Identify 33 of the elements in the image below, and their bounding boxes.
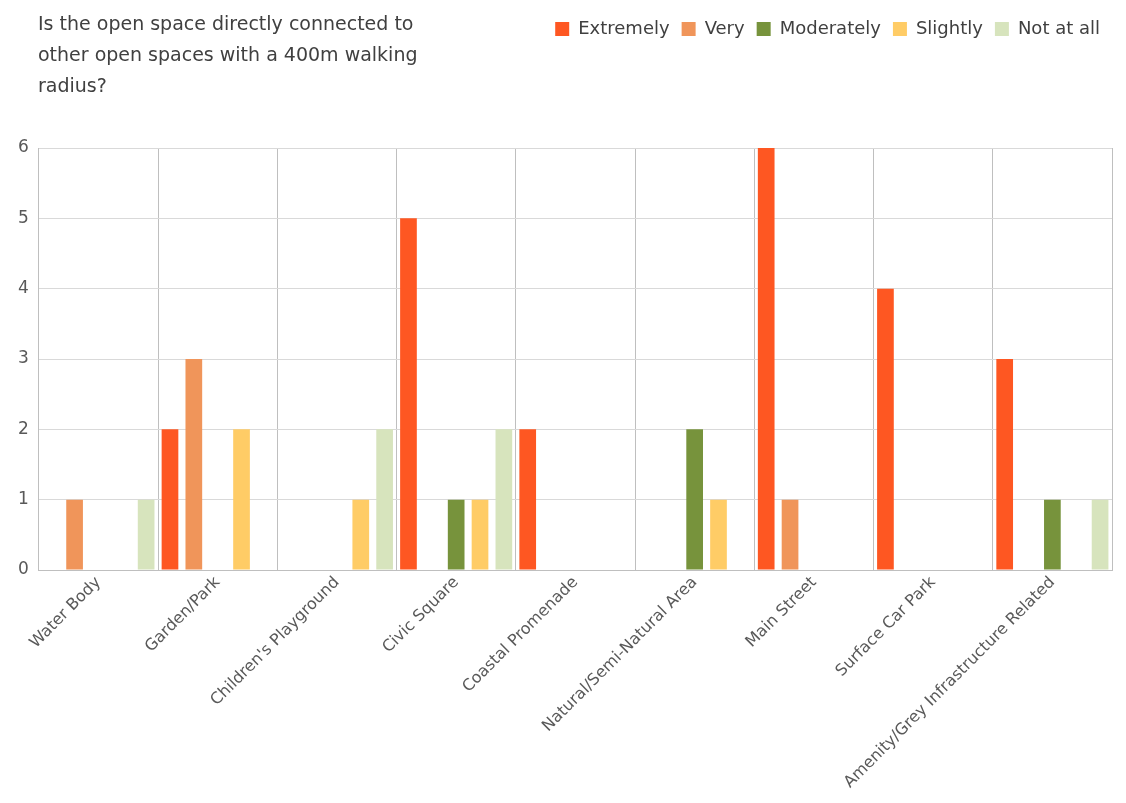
bar (781, 499, 799, 570)
y-tick-label: 6 (17, 136, 29, 157)
y-tick-label: 4 (17, 277, 29, 298)
legend-label: Slightly (915, 16, 984, 38)
y-tick-label: 2 (17, 417, 29, 438)
legend-label: Not at all (1017, 16, 1101, 38)
y-tick-label: 1 (17, 488, 29, 509)
bar (400, 218, 417, 570)
y-tick-label: 5 (17, 206, 29, 227)
bar (710, 499, 727, 570)
bar (1044, 499, 1061, 570)
legend-label: Moderately (779, 16, 882, 38)
bar (137, 499, 155, 570)
bar (66, 499, 83, 570)
bar (233, 429, 250, 570)
bar (447, 499, 465, 570)
bar (996, 359, 1014, 570)
y-tick-label: 0 (17, 558, 29, 579)
y-tick-label: 3 (17, 347, 29, 368)
bar (471, 499, 489, 570)
bar (686, 429, 703, 570)
bar (519, 429, 537, 570)
legend-label: Very (704, 16, 746, 38)
bar (877, 288, 894, 570)
bar (1091, 499, 1109, 570)
bar (376, 429, 393, 570)
bar (185, 359, 203, 570)
chart-title: Is the open space directly connected to other open spaces with a 400m walking radius? (38, 11, 419, 98)
bar (495, 429, 513, 570)
bar (757, 148, 775, 570)
bar (161, 429, 179, 570)
bar (352, 499, 370, 570)
legend-label: Extremely (578, 16, 670, 38)
